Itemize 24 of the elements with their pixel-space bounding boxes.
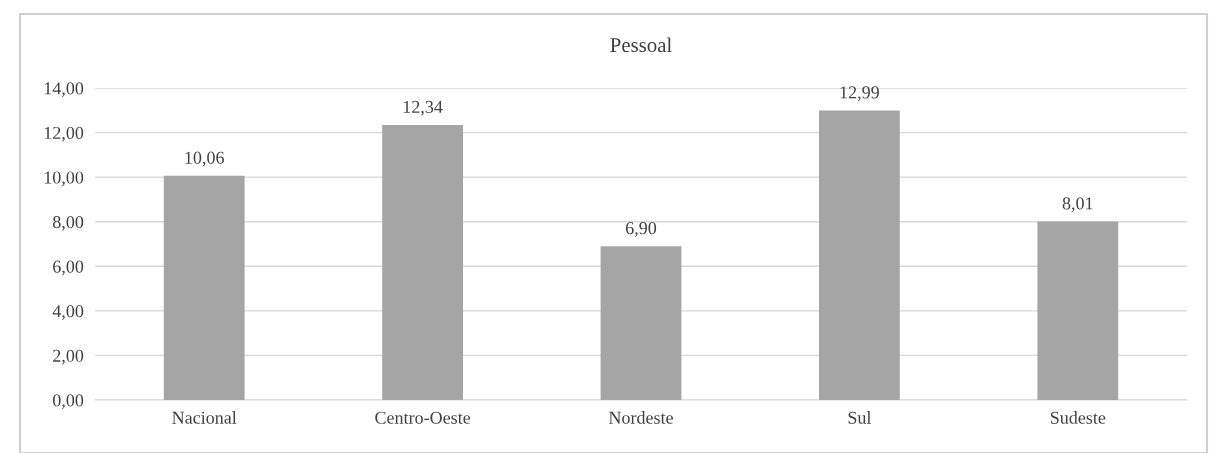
x-tick-label: Centro-Oeste (375, 411, 471, 424)
bar (163, 175, 245, 400)
y-tick-label: 14,00 (44, 82, 84, 98)
y-tick-label: 6,00 (53, 260, 84, 276)
y-tick-label: 4,00 (52, 305, 84, 320)
x-tick-label: Sudeste (1050, 411, 1106, 424)
data-label: 6,90 (625, 222, 657, 237)
x-tick-label: Sul (848, 411, 872, 424)
y-tick-label: 0,00 (52, 394, 84, 410)
x-tick-label: Nacional (172, 411, 237, 424)
bar (819, 110, 900, 400)
data-label: 12,99 (840, 86, 879, 102)
data-label: 8,01 (1062, 197, 1093, 213)
y-tick-label: 2,00 (53, 349, 84, 365)
bar (600, 246, 682, 400)
x-tick-label: Nordeste (608, 411, 673, 424)
bar (1037, 221, 1119, 400)
bar (382, 124, 463, 400)
y-tick-label: 12,00 (44, 126, 84, 142)
data-label: 10,06 (185, 151, 224, 167)
y-tick-label: 10,00 (44, 171, 84, 187)
chart-title: Pessoal (610, 37, 672, 53)
data-label: 12,34 (403, 100, 443, 116)
y-tick-label: 8,00 (52, 215, 84, 231)
